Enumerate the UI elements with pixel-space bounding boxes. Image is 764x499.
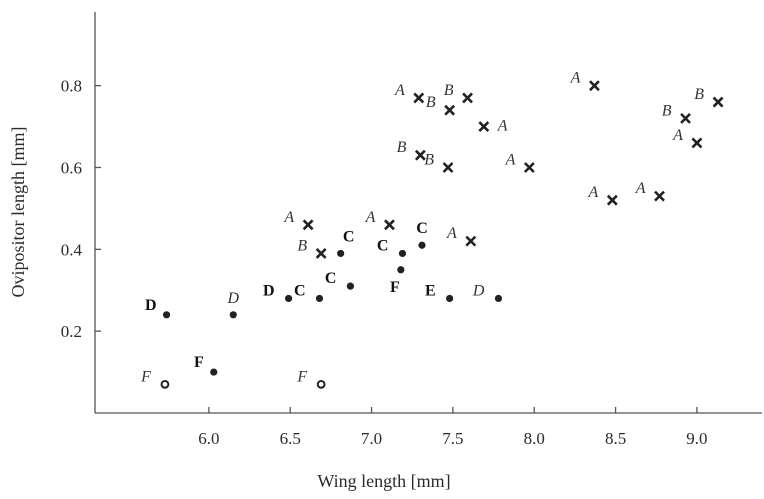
ring-marker bbox=[162, 381, 169, 388]
cross-marker bbox=[385, 220, 394, 229]
y-tick-label: 0.6 bbox=[61, 158, 82, 177]
point-label: D bbox=[226, 290, 239, 307]
dot-marker bbox=[230, 311, 237, 318]
dot-marker bbox=[446, 295, 453, 302]
cross-marker bbox=[414, 93, 423, 102]
cross-marker bbox=[463, 93, 472, 102]
point-label: A bbox=[635, 180, 646, 197]
dot-marker bbox=[316, 295, 323, 302]
cross-marker bbox=[714, 98, 723, 107]
point-label: A bbox=[570, 70, 581, 87]
cross-marker bbox=[317, 249, 326, 258]
cross-marker bbox=[479, 122, 488, 131]
cross-marker bbox=[655, 192, 664, 201]
point-label: C bbox=[416, 220, 428, 237]
point-label: F bbox=[140, 368, 151, 385]
cross-marker bbox=[692, 138, 701, 147]
x-tick-label: 8.0 bbox=[524, 429, 545, 448]
point-label: A bbox=[365, 209, 376, 226]
axes bbox=[95, 12, 762, 413]
y-tick-label: 0.8 bbox=[61, 77, 82, 96]
dot-marker bbox=[163, 311, 170, 318]
dot-marker bbox=[399, 250, 406, 257]
cross-marker bbox=[466, 237, 475, 246]
cross-marker bbox=[681, 114, 690, 123]
point-label: B bbox=[297, 237, 307, 254]
point-label: D bbox=[263, 282, 275, 299]
point-label: B bbox=[426, 94, 436, 111]
point-label: F bbox=[194, 354, 204, 371]
x-tick-label: 7.5 bbox=[442, 429, 463, 448]
y-tick-label: 0.2 bbox=[61, 322, 82, 341]
point-label: E bbox=[425, 282, 436, 299]
point-label: D bbox=[145, 297, 157, 314]
dot-marker bbox=[337, 250, 344, 257]
point-label: D bbox=[472, 282, 485, 299]
point-label: B bbox=[397, 139, 407, 156]
cross-marker bbox=[445, 106, 454, 115]
dot-marker bbox=[397, 266, 404, 273]
point-label: A bbox=[446, 225, 457, 242]
cross-marker bbox=[444, 163, 453, 172]
dot-marker bbox=[285, 295, 292, 302]
point-label: A bbox=[394, 82, 405, 99]
x-tick-label: 6.0 bbox=[198, 429, 219, 448]
dot-marker bbox=[210, 368, 217, 375]
cross-marker bbox=[608, 196, 617, 205]
point-label: C bbox=[343, 228, 355, 245]
point-label: C bbox=[377, 237, 389, 254]
point-label: B bbox=[694, 86, 704, 103]
point-label: C bbox=[294, 282, 306, 299]
point-label: A bbox=[672, 127, 683, 144]
point-label: B bbox=[444, 82, 454, 99]
point-label: A bbox=[497, 118, 508, 135]
point-label: F bbox=[390, 279, 400, 296]
point-label: A bbox=[505, 151, 516, 168]
x-tick-label: 8.5 bbox=[605, 429, 626, 448]
dot-marker bbox=[347, 283, 354, 290]
dot-marker bbox=[418, 242, 425, 249]
point-label: A bbox=[588, 184, 599, 201]
x-tick-label: 6.5 bbox=[280, 429, 301, 448]
cross-marker bbox=[525, 163, 534, 172]
y-tick-label: 0.4 bbox=[61, 240, 83, 259]
point-label: C bbox=[325, 270, 337, 287]
x-tick-label: 7.0 bbox=[361, 429, 382, 448]
cross-marker bbox=[304, 220, 313, 229]
point-label: B bbox=[424, 151, 434, 168]
point-label: B bbox=[662, 102, 672, 119]
ring-marker bbox=[318, 381, 325, 388]
ticks: 6.0 6.5 7.0 7.5 8.0 8.5 9.0 0.2 0.4 0.6 0.8 bbox=[61, 77, 708, 448]
dot-marker bbox=[495, 295, 502, 302]
x-tick-label: 9.0 bbox=[686, 429, 707, 448]
x-axis-title: Wing length [mm] bbox=[317, 471, 450, 491]
y-axis-title: Ovipositor length [mm] bbox=[8, 127, 28, 298]
point-label: A bbox=[283, 209, 294, 226]
point-label: F bbox=[296, 368, 307, 385]
cross-marker bbox=[590, 81, 599, 90]
